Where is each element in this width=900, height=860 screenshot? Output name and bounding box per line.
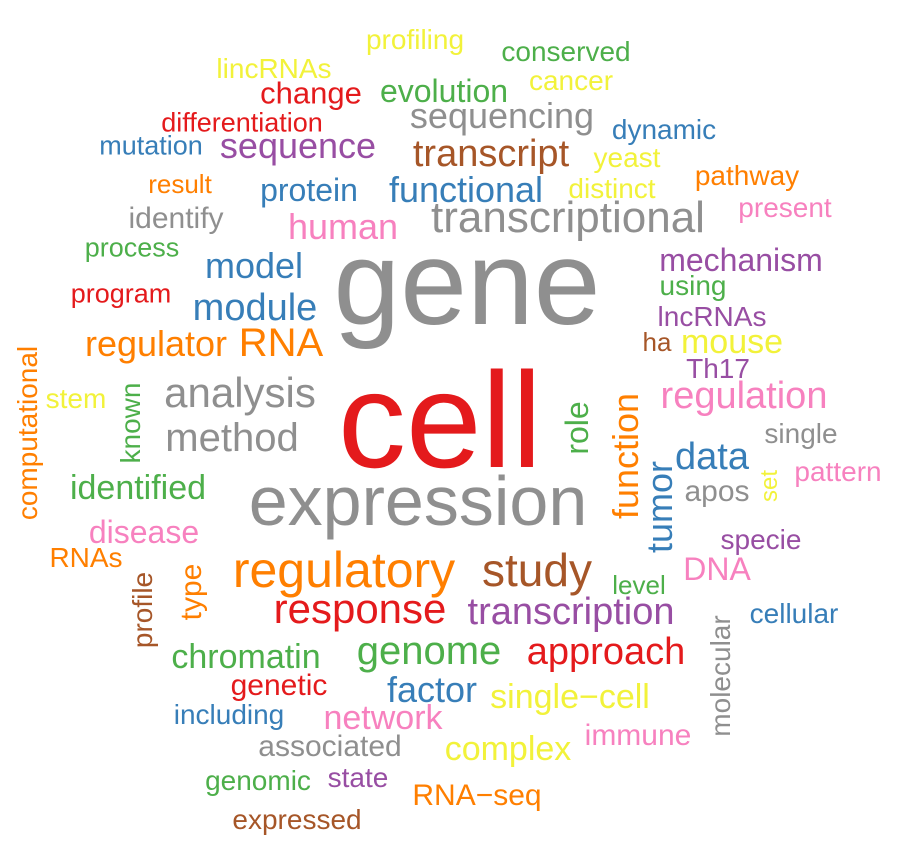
word-method: method — [165, 416, 299, 460]
word-regulator: regulator — [84, 323, 228, 364]
word-chromatin: chromatin — [171, 638, 321, 676]
word-distinct: distinct — [568, 173, 656, 204]
word-mutation: mutation — [99, 130, 203, 161]
word-analysis: analysis — [164, 369, 316, 416]
word-sequencing: sequencing — [409, 95, 595, 136]
word-transcription: transcription — [467, 591, 675, 633]
word-pathway: pathway — [694, 160, 800, 191]
word-lncrnas: lncRNAs — [657, 301, 767, 332]
word-functional: functional — [388, 169, 544, 210]
word-genetic: genetic — [230, 669, 328, 702]
word-known: known — [115, 382, 146, 464]
word-profile: profile — [127, 571, 158, 649]
word-stem: stem — [45, 383, 107, 414]
word-cellular: cellular — [749, 598, 839, 629]
word-expressed: expressed — [232, 804, 362, 835]
word-single: single — [764, 418, 838, 449]
word-rnas: RNAs — [49, 542, 123, 573]
word-human: human — [287, 206, 399, 247]
word-associated: associated — [258, 730, 402, 763]
word-expression: expression — [248, 462, 588, 540]
word-evolution: evolution — [379, 73, 509, 109]
word-genomic: genomic — [205, 765, 311, 796]
word-identified: identified — [69, 469, 207, 507]
word-model: model — [204, 245, 304, 286]
word-specie: specie — [720, 524, 802, 555]
word-conserved: conserved — [501, 36, 631, 67]
word-including: including — [173, 699, 285, 730]
word-genome: genome — [356, 629, 502, 673]
word-transcript: transcript — [412, 133, 570, 175]
word-mechanism: mechanism — [659, 242, 823, 278]
word-gene: gene — [333, 216, 601, 350]
word-present: present — [738, 192, 832, 223]
word-yeast: yeast — [593, 142, 661, 173]
word-computational: computational — [12, 345, 43, 521]
word-process: process — [84, 232, 180, 263]
word-type: type — [175, 563, 208, 621]
word-lincrnas: lincRNAs — [216, 53, 332, 84]
word-set: set — [756, 469, 783, 503]
word-single-cell: single−cell — [490, 678, 650, 716]
word-study: study — [482, 544, 592, 596]
word-disease: disease — [88, 514, 200, 550]
word-apos: apos — [684, 475, 750, 508]
word-profiling: profiling — [365, 24, 465, 55]
word-differentiation: differentiation — [161, 107, 323, 138]
word-cancer: cancer — [528, 65, 614, 96]
word-sequence: sequence — [219, 125, 377, 166]
word-program: program — [70, 278, 172, 309]
word-transcriptional: transcriptional — [431, 193, 705, 242]
word-pattern: pattern — [794, 456, 882, 487]
word-complex: complex — [444, 730, 572, 768]
word-dynamic: dynamic — [611, 114, 717, 145]
word-regulation: regulation — [660, 375, 828, 417]
word-rna: RNA — [238, 321, 324, 365]
word-level: level — [612, 570, 666, 600]
word-th17: Th17 — [686, 353, 750, 384]
word-state: state — [327, 762, 389, 793]
word-identify: identify — [128, 202, 224, 235]
word-immune: immune — [584, 719, 692, 752]
word-approach: approach — [526, 631, 686, 673]
word-result: result — [148, 169, 212, 199]
word-mouse: mouse — [680, 323, 784, 361]
word-rna-seq: RNA−seq — [412, 779, 542, 812]
word-module: module — [192, 287, 318, 329]
word-data: data — [675, 436, 749, 478]
word-change: change — [260, 75, 362, 111]
word-ha: ha — [642, 327, 672, 357]
word-using: using — [659, 270, 727, 301]
word-molecular: molecular — [705, 615, 736, 737]
word-cell: cell — [337, 344, 543, 496]
word-tumor: tumor — [639, 460, 680, 554]
word-protein: protein — [260, 172, 358, 208]
word-factor: factor — [386, 669, 478, 710]
word-network: network — [323, 699, 443, 737]
word-dna: DNA — [683, 551, 751, 587]
word-response: response — [273, 585, 447, 632]
word-regulatory: regulatory — [232, 542, 456, 598]
word-role: role — [559, 401, 595, 455]
